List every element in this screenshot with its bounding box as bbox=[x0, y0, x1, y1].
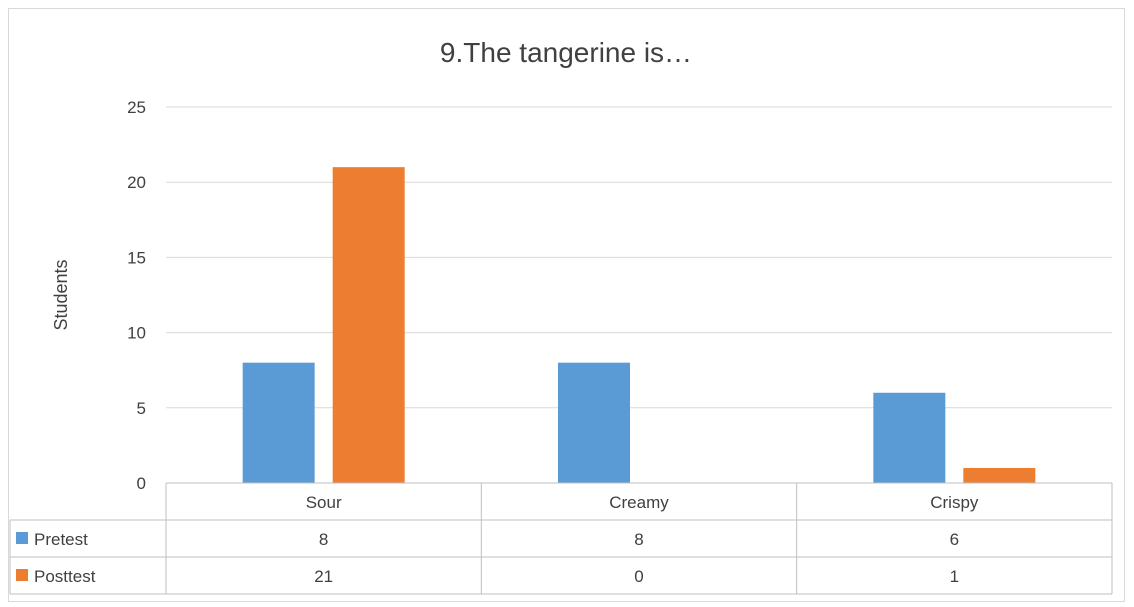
y-tick-label: 20 bbox=[127, 173, 146, 192]
bar-pretest-crispy bbox=[873, 392, 946, 483]
gridlines bbox=[166, 106, 1112, 409]
y-axis-ticks: 0 5 10 15 20 25 bbox=[127, 98, 146, 493]
bar-posttest-sour bbox=[332, 167, 405, 483]
data-label: 1 bbox=[950, 567, 959, 586]
bar-pretest-creamy bbox=[558, 362, 630, 483]
legend-label: Posttest bbox=[34, 567, 96, 586]
category-label: Sour bbox=[306, 493, 342, 512]
y-tick-label: 5 bbox=[137, 399, 146, 418]
legend-swatch-posttest bbox=[16, 569, 28, 581]
y-axis-label: Students bbox=[51, 259, 71, 330]
y-tick-label: 0 bbox=[137, 474, 146, 493]
data-table: Sour Creamy Crispy Pretest 8 8 6 Posttest 21 0 1 bbox=[9, 482, 1113, 595]
y-tick-label: 15 bbox=[127, 248, 146, 267]
bars bbox=[242, 167, 1036, 483]
data-label: 8 bbox=[634, 530, 643, 549]
data-label: 0 bbox=[634, 567, 643, 586]
category-label: Crispy bbox=[930, 493, 979, 512]
data-label: 8 bbox=[319, 530, 328, 549]
data-label: 6 bbox=[950, 530, 959, 549]
chart-title: 9.The tangerine is… bbox=[440, 37, 692, 68]
category-label: Creamy bbox=[609, 493, 669, 512]
legend-swatch-pretest bbox=[16, 532, 28, 544]
y-tick-label: 10 bbox=[127, 324, 146, 343]
y-tick-label: 25 bbox=[127, 98, 146, 117]
legend-label: Pretest bbox=[34, 530, 88, 549]
bar-posttest-crispy bbox=[963, 467, 1036, 483]
bar-pretest-sour bbox=[242, 362, 315, 483]
data-label: 21 bbox=[314, 567, 333, 586]
